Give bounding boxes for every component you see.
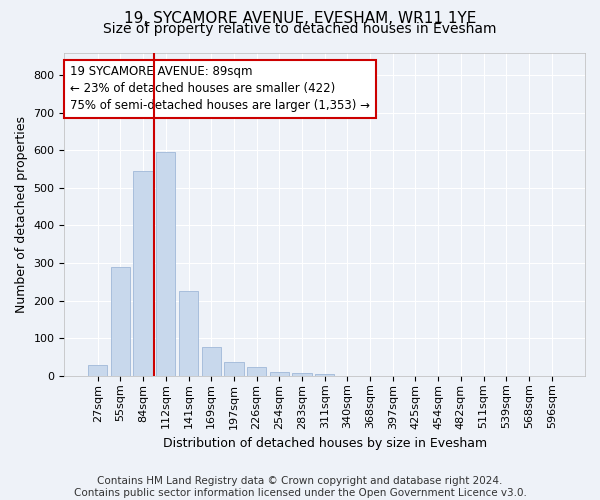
Bar [133, 171, 153, 376]
Y-axis label: Number of detached properties: Number of detached properties [15, 116, 28, 312]
Bar [156, 152, 175, 376]
Text: Size of property relative to detached houses in Evesham: Size of property relative to detached ho… [103, 22, 497, 36]
Bar [88, 366, 107, 376]
Bar [111, 267, 130, 376]
Bar [202, 346, 221, 376]
Bar [247, 368, 266, 376]
Bar [224, 362, 244, 376]
Text: 19, SYCAMORE AVENUE, EVESHAM, WR11 1YE: 19, SYCAMORE AVENUE, EVESHAM, WR11 1YE [124, 11, 476, 26]
Bar [292, 373, 311, 376]
Text: 19 SYCAMORE AVENUE: 89sqm
← 23% of detached houses are smaller (422)
75% of semi: 19 SYCAMORE AVENUE: 89sqm ← 23% of detac… [70, 66, 370, 112]
Text: Contains HM Land Registry data © Crown copyright and database right 2024.
Contai: Contains HM Land Registry data © Crown c… [74, 476, 526, 498]
Bar [315, 374, 334, 376]
Bar [179, 292, 198, 376]
X-axis label: Distribution of detached houses by size in Evesham: Distribution of detached houses by size … [163, 437, 487, 450]
Bar [269, 372, 289, 376]
